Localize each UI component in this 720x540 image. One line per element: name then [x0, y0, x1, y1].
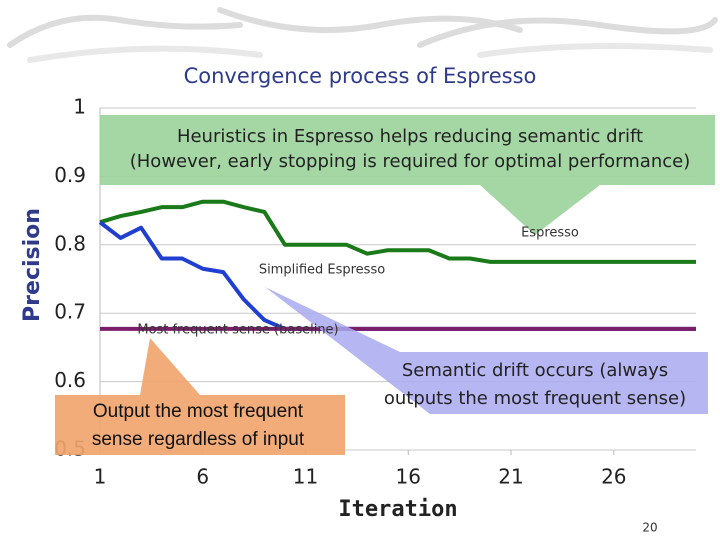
callout-box — [265, 287, 708, 414]
labels: Espresso Simplified Espresso Most frequent… — [92, 126, 690, 450]
swoosh — [477, 43, 713, 58]
y-tick-label: 0.8 — [54, 231, 86, 255]
swoosh — [217, 7, 523, 33]
annotation: Heuristics in Espresso helps reducing se… — [177, 126, 643, 147]
swoosh — [7, 14, 243, 48]
x-tick-label: 11 — [293, 465, 318, 489]
decoration — [7, 7, 718, 63]
series-line — [99, 199, 696, 264]
y-axis-label: Precision — [20, 208, 45, 322]
series-label: Espresso — [521, 226, 579, 241]
annotation: (However, early stopping is required for… — [130, 151, 690, 172]
x-tick-label: 6 — [196, 465, 209, 489]
chart-title: Convergence process of Espresso — [184, 64, 537, 88]
x-tick-label: 21 — [498, 465, 523, 489]
annotation: sense regardless of input — [92, 429, 305, 450]
page-number: 20 — [642, 521, 657, 535]
x-tick-label: 26 — [601, 465, 626, 489]
callout-box — [55, 338, 345, 455]
y-tick-label: 0.7 — [54, 300, 86, 324]
x-axis-label: Iteration — [338, 497, 457, 522]
x-tick-label: 1 — [94, 465, 107, 489]
series-label: Simplified Espresso — [259, 263, 385, 278]
swoosh — [27, 45, 263, 63]
series-label: Most frequent sense (baseline) — [137, 323, 338, 338]
y-tick-label: 0.9 — [54, 163, 86, 187]
annotation: Output the most frequent — [93, 401, 304, 422]
annotation: outputs the most frequent sense) — [384, 388, 686, 409]
x-tick-label: 16 — [396, 465, 421, 489]
annotation: Semantic drift occurs (always — [402, 360, 668, 381]
callouts — [55, 115, 715, 455]
y-tick-label: 1 — [73, 95, 86, 119]
callout-box — [100, 115, 715, 235]
y-tick-label: 0.6 — [54, 368, 86, 392]
swoosh — [417, 17, 718, 48]
